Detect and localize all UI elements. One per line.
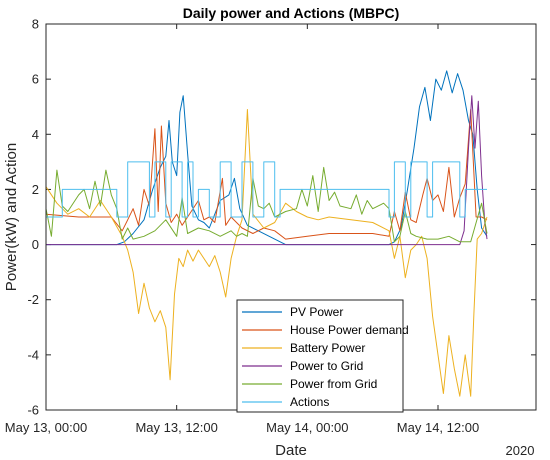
legend-label-power-from-grid: Power from Grid bbox=[290, 377, 377, 391]
series-line-house-power-demand bbox=[45, 109, 488, 240]
x-tick-label: May 13, 00:00 bbox=[5, 420, 87, 435]
legend-label-battery-power: Battery Power bbox=[290, 341, 365, 355]
series-line-actions bbox=[46, 161, 487, 218]
y-tick-label: -6 bbox=[27, 403, 39, 418]
legend-box bbox=[236, 299, 404, 413]
chart-title: Daily power and Actions (MBPC) bbox=[183, 5, 400, 21]
series-layer bbox=[45, 70, 488, 397]
x-tick-label: May 13, 12:00 bbox=[135, 420, 217, 435]
y-tick-label: 2 bbox=[32, 182, 39, 197]
y-tick-label: 8 bbox=[32, 17, 39, 32]
legend: PV Power House Power demand Battery Power P… bbox=[236, 299, 409, 413]
y-tick-label: -4 bbox=[27, 347, 39, 362]
series-line-power-to-grid bbox=[46, 95, 488, 246]
y-axis-title: Power(kW) and Action bbox=[3, 143, 20, 291]
x-tick-label: May 14, 00:00 bbox=[266, 420, 348, 435]
legend-label-pv-power: PV Power bbox=[290, 305, 343, 319]
legend-label-power-to-grid: Power to Grid bbox=[290, 359, 363, 373]
y-tick-label: 4 bbox=[32, 127, 39, 142]
legend-label-house-power-demand: House Power demand bbox=[290, 323, 409, 337]
y-tick-label: 6 bbox=[32, 72, 39, 87]
series-line-pv-power bbox=[46, 70, 488, 246]
x-axis-title: Date bbox=[275, 442, 307, 459]
legend-label-actions: Actions bbox=[290, 395, 329, 409]
x-axis-year-label: 2020 bbox=[506, 443, 535, 458]
series-line-battery-power bbox=[45, 109, 488, 397]
y-axis-ticks: -6 -4 -2 0 2 4 6 8 bbox=[27, 17, 536, 418]
x-tick-label: May 14, 12:00 bbox=[397, 420, 479, 435]
y-tick-label: -2 bbox=[27, 292, 39, 307]
y-tick-label: 0 bbox=[32, 237, 39, 252]
